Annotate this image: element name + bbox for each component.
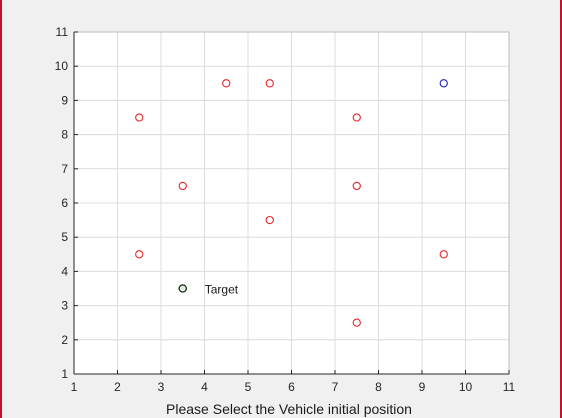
y-tick-label: 5 (61, 230, 68, 244)
annotation-label: Target (205, 283, 239, 297)
axes (73, 31, 510, 375)
x-tick-label: 11 (503, 380, 516, 394)
data-point[interactable] (265, 79, 274, 88)
data-point[interactable] (352, 113, 361, 122)
data-point[interactable] (135, 113, 144, 122)
data-point[interactable] (352, 181, 361, 191)
y-tick-label: 10 (55, 59, 69, 73)
x-tick-label: 7 (332, 380, 339, 394)
data-point[interactable] (135, 250, 144, 259)
y-tick-label: 4 (61, 264, 68, 278)
data-point[interactable] (222, 79, 231, 88)
target-marker-fill (180, 286, 185, 291)
window-border-left (0, 0, 2, 418)
data-point[interactable] (265, 215, 274, 225)
data-point[interactable] (352, 318, 361, 327)
data-markers[interactable] (135, 79, 448, 327)
y-tick-label: 3 (61, 299, 68, 313)
x-axis-label: Please Select the Vehicle initial positi… (166, 401, 412, 417)
y-tick-label: 7 (61, 162, 68, 176)
data-point[interactable] (178, 181, 187, 191)
x-tick-label: 3 (158, 380, 165, 394)
x-tick-label: 5 (245, 380, 252, 394)
data-point[interactable] (439, 79, 448, 88)
x-tick-label: 9 (419, 380, 426, 394)
x-tick-label: 8 (375, 380, 382, 394)
x-tick-label: 1 (71, 380, 78, 394)
x-tick-label: 6 (288, 380, 295, 394)
x-tick-label: 2 (114, 380, 121, 394)
y-tick-label: 6 (61, 196, 68, 210)
window-border-right (560, 0, 562, 418)
y-tick-label: 9 (61, 93, 68, 107)
target-marker[interactable] (178, 284, 187, 293)
data-point[interactable] (439, 250, 448, 259)
y-tick-label: 2 (61, 333, 68, 347)
x-tick-label: 10 (459, 380, 473, 394)
annotations: Target (205, 283, 239, 297)
y-tick-label: 8 (61, 128, 68, 142)
y-tick-label: 1 (61, 367, 68, 381)
y-tick-label: 11 (56, 25, 69, 39)
x-tick-label: 4 (201, 380, 208, 394)
